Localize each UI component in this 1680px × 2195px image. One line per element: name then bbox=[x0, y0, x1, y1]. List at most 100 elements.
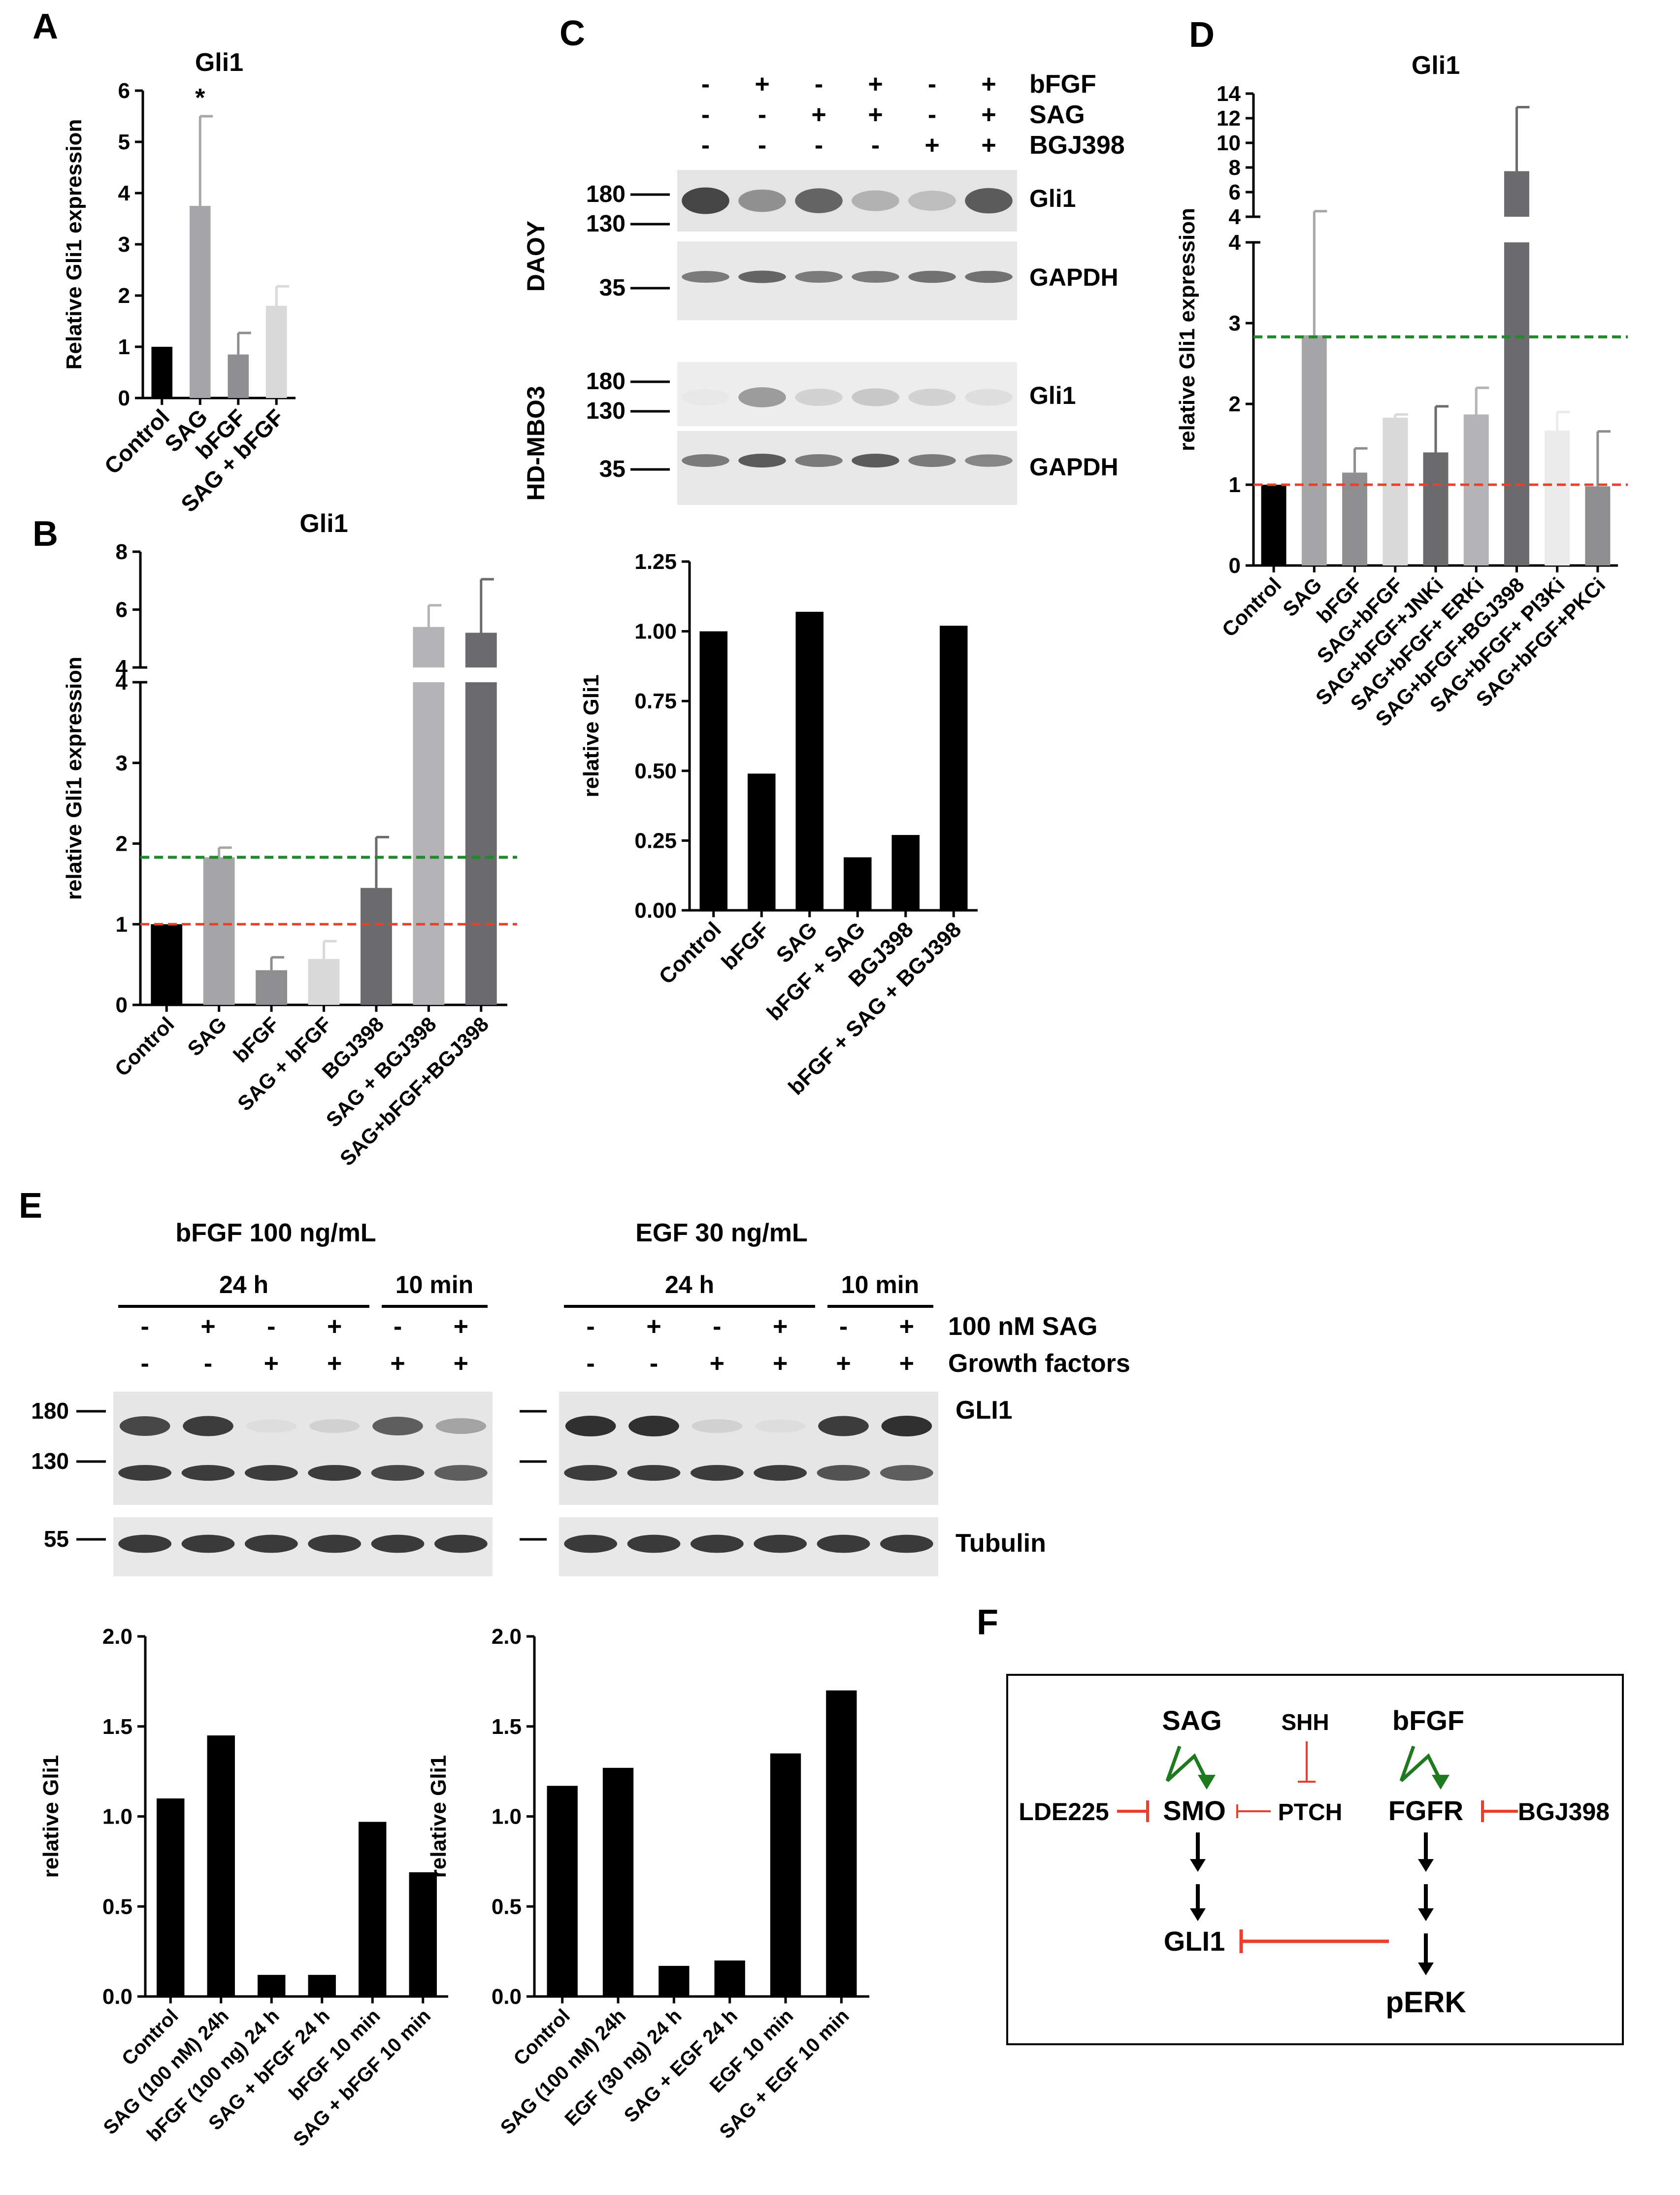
node-bfgf: bFGF bbox=[1392, 1705, 1464, 1736]
bar bbox=[409, 1872, 437, 1996]
blot-title: EGF 30 ng/mL bbox=[635, 1219, 808, 1247]
y-tick-label: 0.25 bbox=[634, 829, 677, 853]
blot-band bbox=[795, 271, 843, 283]
bar-upper bbox=[1504, 171, 1529, 217]
y-axis-label: relative Gli1 expression bbox=[1175, 208, 1199, 451]
condition-sign: + bbox=[924, 131, 939, 160]
y-tick-label: 0.5 bbox=[492, 1895, 522, 1919]
bar bbox=[1545, 431, 1570, 565]
y-tick-label: 3 bbox=[116, 751, 128, 775]
panel-letter-C: C bbox=[560, 14, 585, 53]
bar bbox=[359, 1822, 387, 1996]
bar bbox=[228, 354, 249, 398]
node-fgfr: FGFR bbox=[1388, 1795, 1463, 1826]
bar bbox=[602, 1767, 634, 1996]
node-smo: SMO bbox=[1163, 1795, 1226, 1826]
marker-label: 130 bbox=[586, 211, 626, 237]
sag-sign: + bbox=[646, 1312, 661, 1341]
arrow-head bbox=[1190, 1859, 1206, 1872]
blot-band bbox=[682, 389, 729, 405]
y-tick-label: 8 bbox=[1229, 156, 1241, 180]
blot-band bbox=[738, 270, 786, 283]
sag-sign: - bbox=[267, 1312, 275, 1341]
blot-band bbox=[244, 1465, 298, 1481]
gf-sign: - bbox=[141, 1349, 149, 1378]
blot-band bbox=[795, 388, 843, 406]
blot-band bbox=[795, 188, 843, 213]
arrow-head bbox=[1418, 1859, 1434, 1872]
panel-letter-E: E bbox=[19, 1186, 42, 1226]
y-tick-label: 1.0 bbox=[102, 1805, 132, 1829]
blot-band bbox=[564, 1534, 618, 1553]
marker-label: 180 bbox=[586, 181, 626, 207]
bar bbox=[795, 611, 824, 910]
bar bbox=[1261, 485, 1286, 565]
band-label-gli1: GLI1 bbox=[955, 1396, 1013, 1425]
node-perk: pERK bbox=[1385, 1986, 1466, 2019]
bar bbox=[547, 1786, 578, 1996]
y-tick-label: 1 bbox=[1229, 473, 1241, 497]
y-tick-label: 2 bbox=[1229, 392, 1241, 416]
blot-membrane bbox=[677, 362, 1017, 426]
blot-band bbox=[908, 270, 956, 283]
bar-lower bbox=[465, 682, 497, 1005]
y-tick-label: 1.5 bbox=[492, 1715, 522, 1739]
gf-sign: + bbox=[327, 1349, 342, 1378]
sag-sign: + bbox=[327, 1312, 342, 1341]
y-tick-label: 1.00 bbox=[634, 620, 677, 644]
blot-band bbox=[682, 271, 729, 283]
node-ptch: PTCH bbox=[1278, 1799, 1343, 1826]
sag-sign: - bbox=[713, 1312, 721, 1341]
bar bbox=[1301, 335, 1327, 565]
bar bbox=[1585, 486, 1611, 565]
y-tick-label: 5 bbox=[118, 130, 130, 154]
gf-sign: + bbox=[390, 1349, 405, 1378]
chart-title: Gli1 bbox=[1412, 51, 1460, 80]
blot-band bbox=[908, 388, 956, 406]
significance-mark: * bbox=[195, 84, 205, 112]
y-tick-label: 1.5 bbox=[102, 1715, 132, 1739]
blot-band bbox=[244, 1534, 298, 1553]
blot-band bbox=[754, 1534, 807, 1553]
blot-band bbox=[627, 1465, 681, 1481]
blot-band bbox=[682, 187, 729, 214]
blot-band bbox=[309, 1419, 360, 1433]
y-tick-label: 4 bbox=[116, 670, 128, 695]
y-tick-label: 2.0 bbox=[102, 1625, 132, 1649]
blot-band bbox=[852, 271, 899, 283]
y-tick-label: 12 bbox=[1217, 106, 1241, 131]
blot-band bbox=[738, 387, 786, 407]
sag-sign: - bbox=[839, 1312, 848, 1341]
x-tick-label: Control bbox=[655, 917, 726, 989]
blot-band bbox=[308, 1465, 362, 1481]
sag-sign: + bbox=[773, 1312, 788, 1341]
bar-lower bbox=[413, 682, 445, 1005]
activation-arrowhead bbox=[1198, 1775, 1216, 1790]
bar bbox=[843, 857, 872, 910]
condition-sign: + bbox=[981, 70, 996, 99]
bar bbox=[189, 206, 211, 398]
blot-band bbox=[183, 1416, 233, 1436]
marker-label: 180 bbox=[586, 368, 626, 395]
y-tick-label: 2 bbox=[116, 832, 128, 856]
cell-line-label: HD-MBO3 bbox=[522, 386, 550, 500]
bar-lower bbox=[1504, 242, 1529, 565]
blot-band bbox=[852, 388, 899, 406]
blot-band bbox=[965, 389, 1013, 406]
gf-sign: - bbox=[587, 1349, 595, 1378]
panel-letter-A: A bbox=[33, 7, 58, 46]
blot-band bbox=[690, 1534, 744, 1553]
blot-band bbox=[181, 1465, 235, 1481]
sag-row-label: 100 nM SAG bbox=[948, 1312, 1097, 1341]
sag-sign: + bbox=[200, 1312, 215, 1341]
y-tick-label: 14 bbox=[1217, 82, 1241, 106]
bar bbox=[714, 1960, 745, 1996]
arrow-head bbox=[1190, 1908, 1206, 1921]
blot-band bbox=[434, 1465, 488, 1481]
y-tick-label: 0.00 bbox=[634, 898, 677, 923]
y-tick-label: 0.0 bbox=[492, 1985, 522, 2009]
condition-sign: + bbox=[755, 70, 769, 99]
y-tick-label: 0.0 bbox=[102, 1985, 132, 2009]
y-tick-label: 3 bbox=[118, 233, 130, 257]
bar bbox=[826, 1690, 857, 1996]
